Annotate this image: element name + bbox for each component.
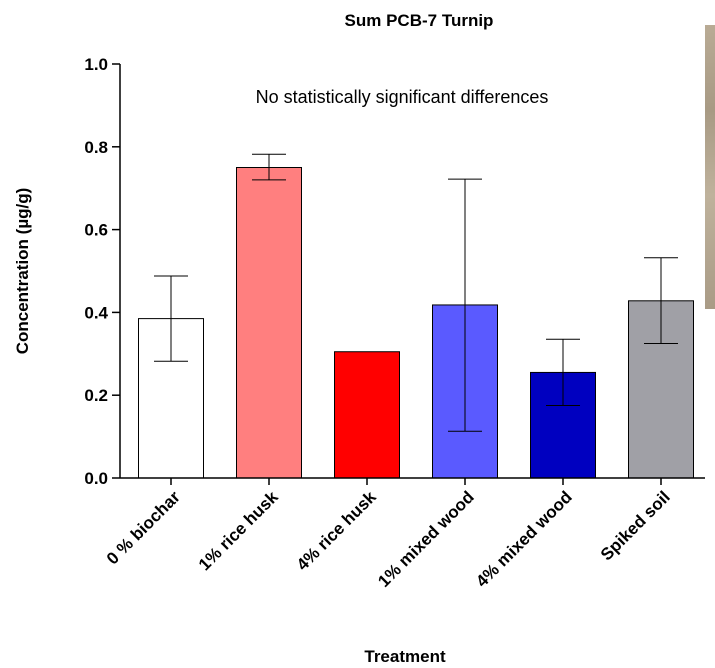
photo-edge bbox=[705, 25, 715, 309]
x-tick-label: 4% rice husk bbox=[293, 487, 380, 574]
y-tick-label: 0.6 bbox=[84, 221, 108, 240]
y-ticks-group: 0.0 0.2 0.4 0.6 0.8 1.0 bbox=[84, 55, 120, 488]
error-bars-group bbox=[154, 153, 678, 432]
chart-annotation: No statistically significant differences bbox=[256, 87, 549, 107]
y-tick-label: 0.0 bbox=[84, 469, 108, 488]
chart-title: Sum PCB-7 Turnip bbox=[345, 11, 494, 30]
x-tick-label: 0 % biochar bbox=[103, 487, 184, 568]
x-tick-label: 1% mixed wood bbox=[374, 487, 478, 591]
x-tick-label: 1% rice husk bbox=[195, 487, 282, 574]
bar-2 bbox=[236, 167, 302, 479]
y-axis-label: Concentration (µg/g) bbox=[13, 188, 32, 355]
x-tick-label: 4% mixed wood bbox=[472, 487, 576, 591]
x-tick-label: Spiked soil bbox=[597, 487, 674, 564]
y-tick-label: 0.2 bbox=[84, 386, 108, 405]
y-tick-label: 0.8 bbox=[84, 138, 108, 157]
y-tick-label: 0.4 bbox=[84, 303, 108, 322]
y-tick-label: 1.0 bbox=[84, 55, 108, 74]
x-axis-label: Treatment bbox=[364, 647, 446, 666]
bar-3 bbox=[334, 351, 400, 479]
bars-group bbox=[138, 167, 694, 479]
